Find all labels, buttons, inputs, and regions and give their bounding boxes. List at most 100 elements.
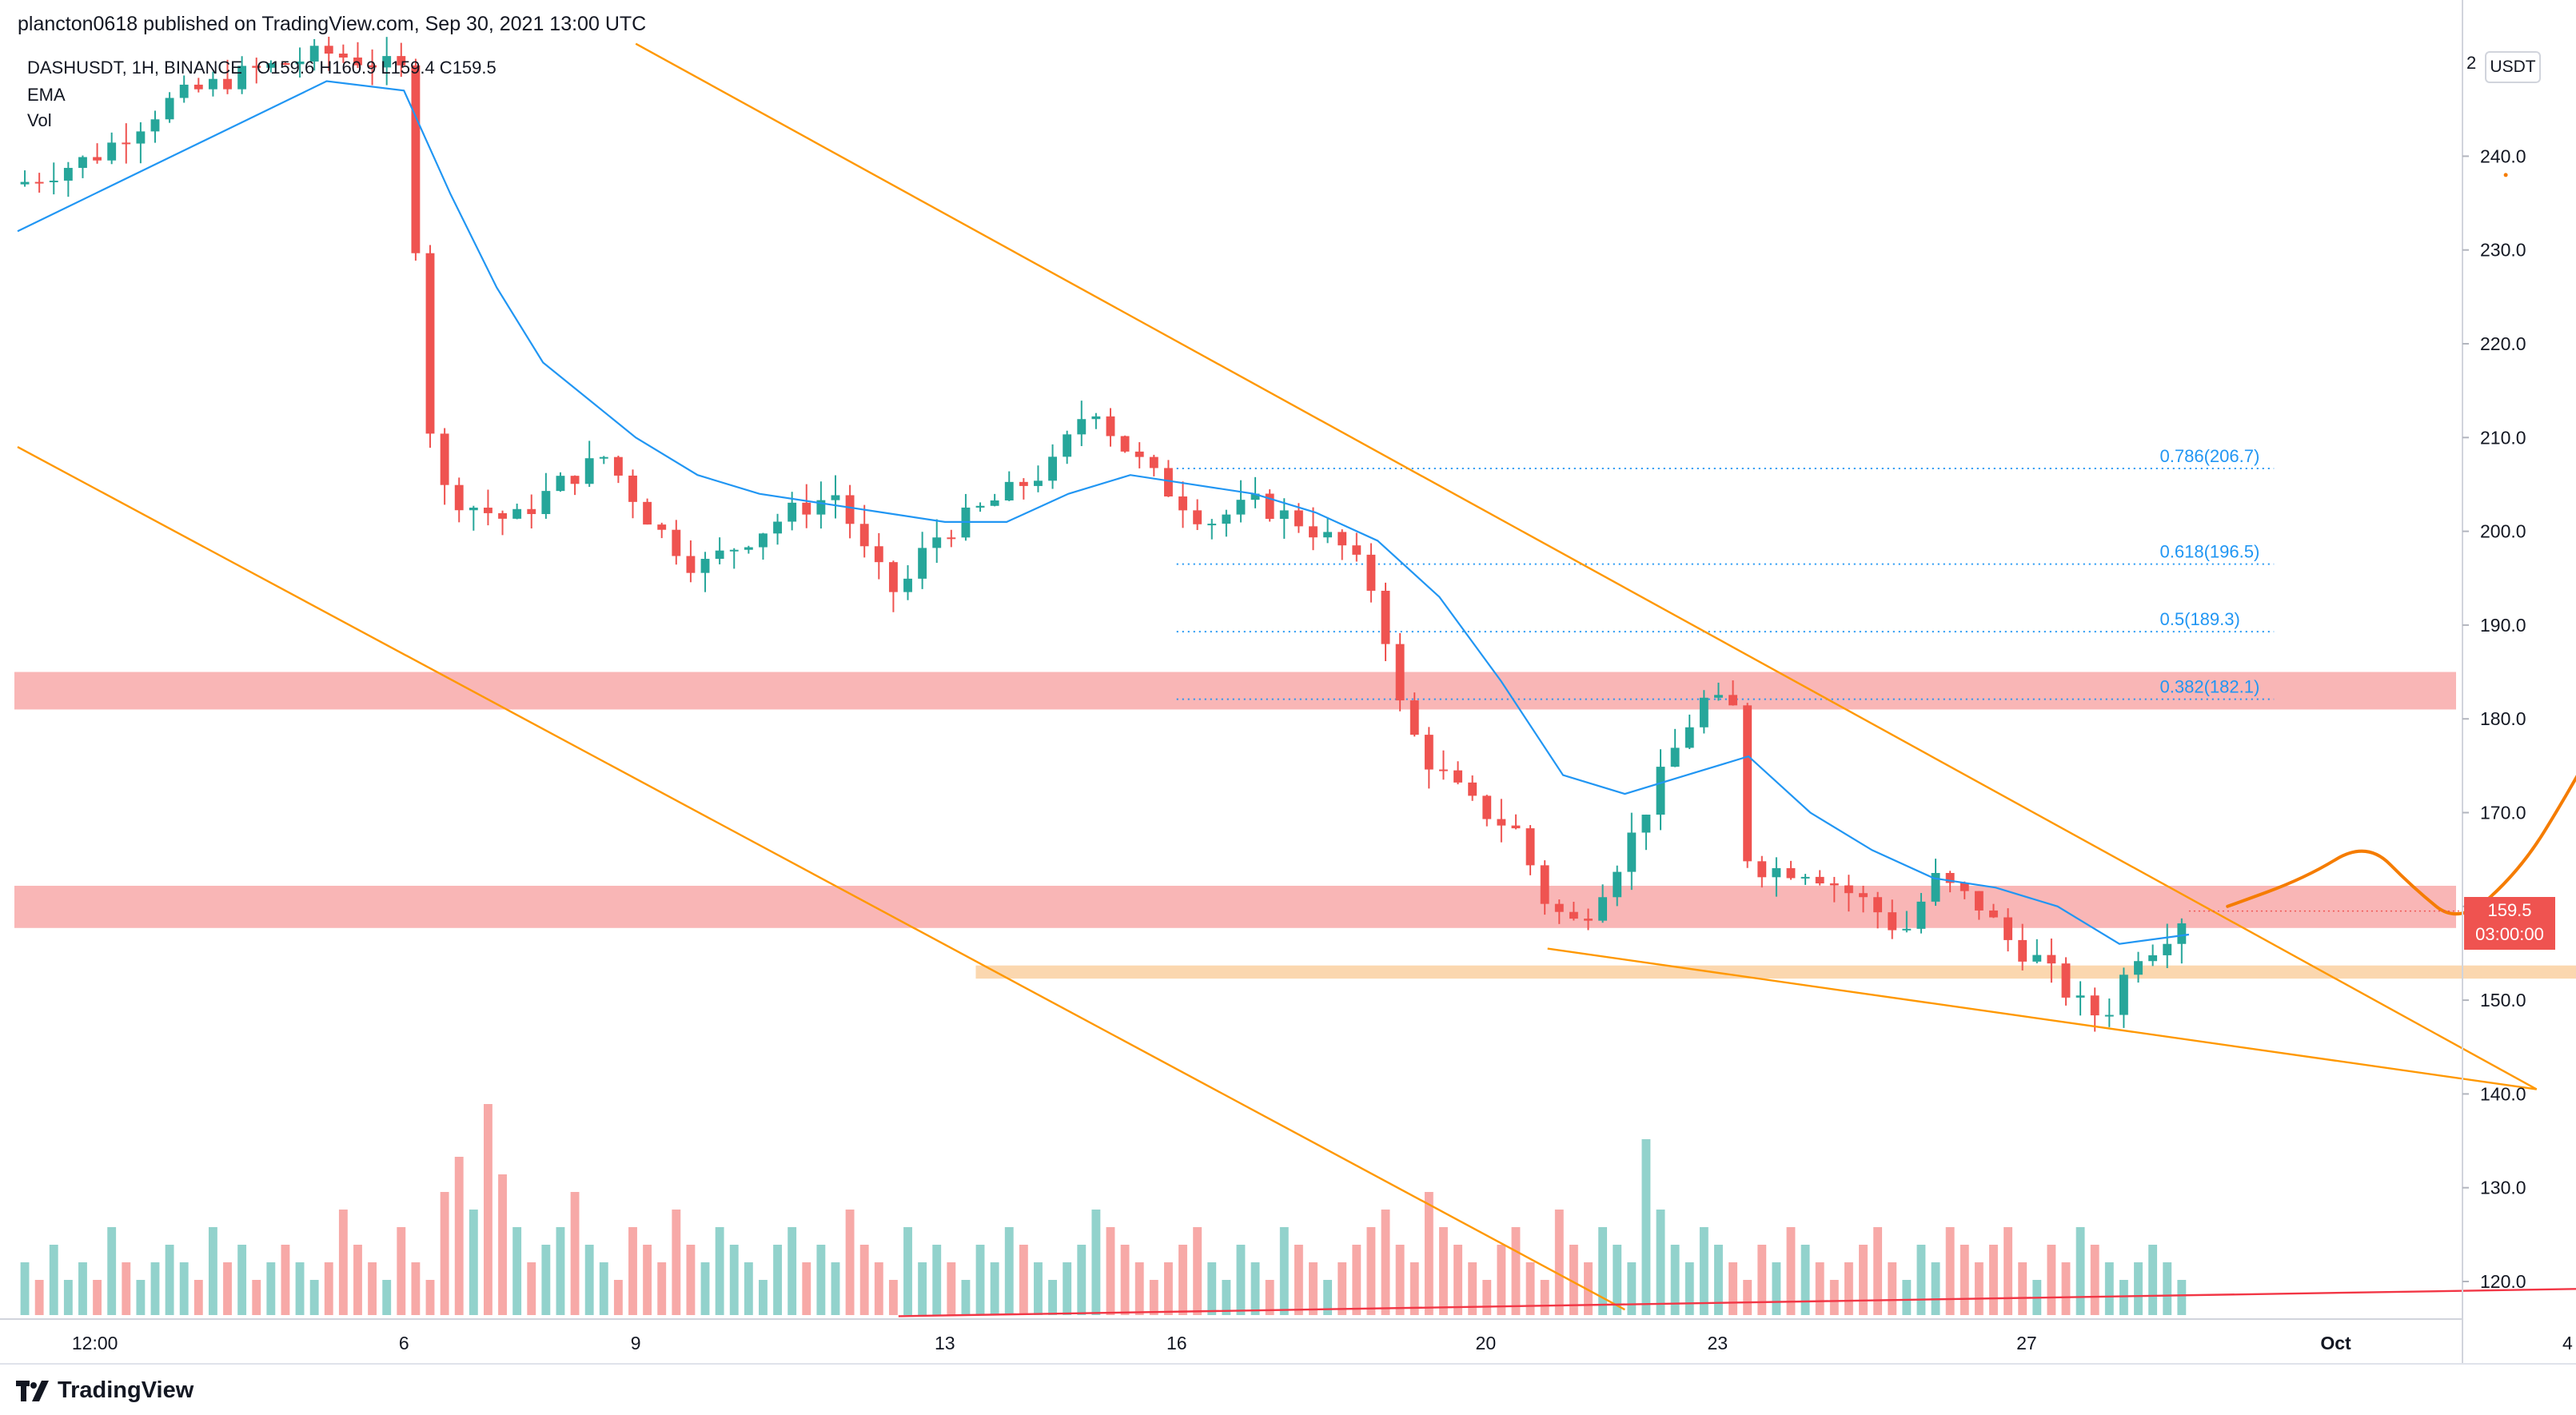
candle-body [1613,871,1622,898]
volume-bar [802,1262,811,1315]
volume-bar [1989,1245,1998,1315]
volume-bar [1207,1262,1217,1315]
candle-body [1786,867,1796,879]
candle-body [150,119,160,132]
candle-body [1627,832,1637,872]
projection-path[interactable] [2226,709,2576,916]
volume-bar [1163,1262,1173,1315]
candle-body [338,54,348,58]
candle-body [686,556,696,573]
volume-bar [295,1262,305,1315]
candle-body [1004,481,1014,500]
volume-bar [628,1227,637,1315]
candle-body [1757,861,1767,878]
candle-body [63,168,73,181]
volume-legend[interactable]: Vol [27,110,52,130]
trendline[interactable] [635,42,2538,1090]
candle-body [1641,815,1651,833]
brush-dot [2503,173,2508,177]
candle-body [1381,590,1390,644]
publish-header: plancton0618 published on TradingView.co… [18,13,647,35]
candle-body [1902,928,1912,931]
candle-body [484,508,492,513]
candle-body [1438,769,1448,771]
y-tick-label: 180.0 [2480,708,2526,729]
x-tick-label: 9 [631,1333,641,1353]
candle-body [1482,795,1492,819]
volume-bar [918,1262,927,1315]
trendline[interactable] [17,445,1625,1311]
volume-bar [338,1210,348,1315]
candle-body [1178,496,1187,511]
candle-body [613,456,623,476]
volume-bar [1193,1227,1202,1315]
fib-level-label: 0.382(182.1) [2160,677,2260,697]
volume-bar [324,1262,333,1315]
candle-body [1250,493,1260,500]
symbol-legend[interactable]: DASHUSDT, 1H, BINANCE O159.6 H160.9 L159… [27,58,496,78]
volume-bar [411,1262,421,1315]
volume-bar [34,1280,44,1315]
candle-body [541,491,551,515]
volume-bar [2119,1280,2128,1315]
volume-bar [1395,1245,1405,1315]
candle-body [715,550,724,560]
drawings[interactable] [17,42,2576,1317]
volume-bar [1873,1227,1883,1315]
candle-body [2061,963,2071,998]
volume-bar [252,1280,261,1315]
candle-body [165,98,174,120]
volume-bar [1888,1262,1897,1315]
ema-legend[interactable]: EMA [27,85,66,105]
volume-bar [1844,1262,1853,1315]
volume-bar [1410,1262,1419,1315]
candle-body [1453,770,1462,783]
volume-bar [599,1262,608,1315]
candle-body [2104,1014,2114,1017]
candle-body [2076,995,2085,998]
candle-body [1800,876,1810,879]
top-partial-label: 2 [2466,53,2477,73]
trendline[interactable] [898,1263,2576,1317]
resistance-zone[interactable] [14,885,2456,928]
candle-body [1236,500,1246,515]
volume-bar [281,1245,290,1315]
volume-bar [1149,1280,1158,1315]
currency-unit-button[interactable]: USDT [2485,51,2541,83]
volume-bar [223,1262,232,1315]
volume-bar [556,1227,565,1315]
tradingview-logo-icon [16,1380,49,1401]
volume-bar [700,1262,710,1315]
candle-body [1019,481,1028,486]
resistance-zone[interactable] [14,672,2456,710]
x-tick-label: 23 [1708,1333,1729,1353]
fibonacci-retracement[interactable]: 0.786(206.7) 0.618(196.5) 0.5(189.3) 0.382(… [1176,446,2275,700]
trendline[interactable] [1547,947,2537,1090]
candle-body [1960,883,1969,891]
candle-body [1134,451,1144,457]
candle-body [744,547,753,550]
volume-bar [1482,1280,1492,1315]
tradingview-logo[interactable]: TradingView [16,1377,193,1404]
volume-bar [1120,1245,1130,1315]
candle-body [1424,735,1434,770]
volume-bar [136,1280,146,1315]
support-zone[interactable] [975,965,2576,979]
candle-body [1670,747,1680,767]
axes: 120.0130.0140.0150.0160.0170.0180.0190.0… [0,0,2576,1365]
candle-body [1974,891,1984,911]
candle-body [2177,923,2187,944]
volume-bar [266,1262,276,1315]
candle-body [1338,532,1347,546]
candle-body [1294,510,1303,527]
y-tick-label: 210.0 [2480,427,2526,448]
volume-bar [773,1245,782,1315]
volume-bar [484,1104,492,1315]
volume-bar [2090,1245,2099,1315]
candle-body [252,66,261,68]
candle-body [888,562,898,592]
candle-body [49,180,58,182]
volume-bar [1931,1262,1940,1315]
volume-bar [1178,1245,1187,1315]
